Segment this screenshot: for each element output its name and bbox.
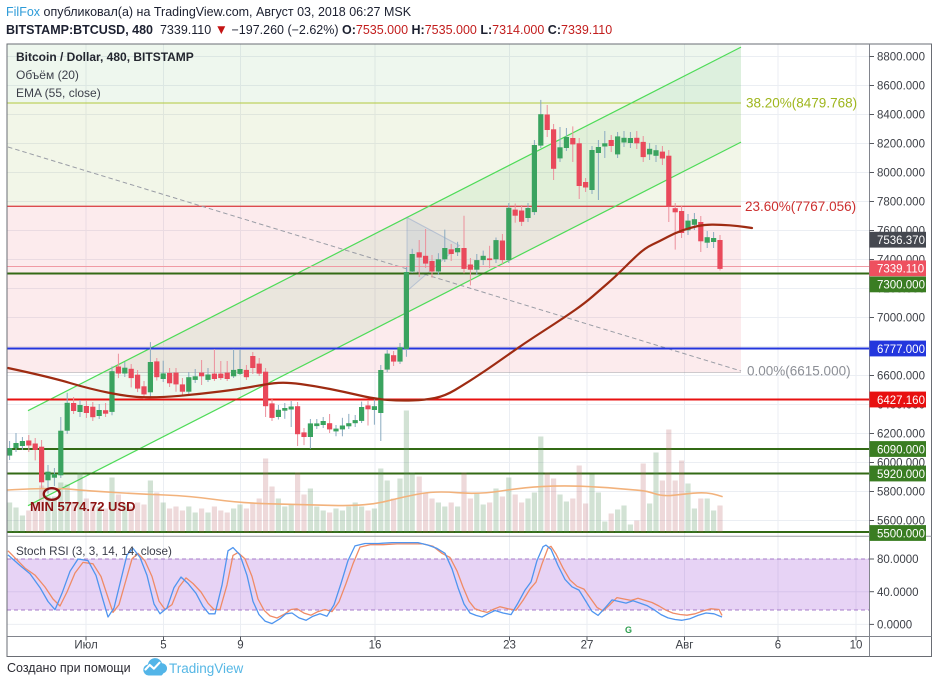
svg-text:MIN 5774.72 USD: MIN 5774.72 USD: [30, 499, 136, 514]
svg-text:Июл: Июл: [74, 640, 97, 652]
svg-text:6777.000: 6777.000: [877, 344, 925, 356]
svg-text:8000.000: 8000.000: [877, 168, 925, 180]
svg-text:7000.000: 7000.000: [877, 313, 925, 325]
svg-text:Stoch RSI (3, 3, 14, 14, close: Stoch RSI (3, 3, 14, 14, close): [16, 545, 172, 558]
svg-text:0.00%(6615.000): 0.00%(6615.000): [747, 364, 851, 379]
svg-text:6200.000: 6200.000: [877, 429, 925, 441]
svg-text:8400.000: 8400.000: [877, 110, 925, 122]
svg-text:8800.000: 8800.000: [877, 52, 925, 64]
svg-text:EMA (55, close): EMA (55, close): [16, 86, 101, 100]
svg-text:38.20%(8479.768): 38.20%(8479.768): [746, 96, 857, 111]
svg-text:G: G: [625, 625, 632, 635]
svg-text:23: 23: [503, 640, 516, 652]
svg-text:Объём (20): Объём (20): [16, 68, 79, 82]
svg-text:5920.000: 5920.000: [877, 469, 925, 481]
svg-text:27: 27: [581, 640, 594, 652]
svg-text:6: 6: [775, 640, 781, 652]
svg-text:5800.000: 5800.000: [877, 487, 925, 499]
svg-text:40.0000: 40.0000: [877, 587, 919, 599]
svg-text:5600.000: 5600.000: [877, 516, 925, 528]
svg-text:5500.000: 5500.000: [877, 528, 925, 540]
svg-text:Авг: Авг: [676, 640, 694, 652]
svg-text:6090.000: 6090.000: [877, 444, 925, 456]
svg-text:7339.110: 7339.110: [877, 264, 924, 276]
svg-text:0.0000: 0.0000: [877, 620, 912, 632]
svg-text:23.60%(7767.056): 23.60%(7767.056): [745, 199, 856, 214]
svg-text:10: 10: [850, 640, 863, 652]
svg-text:7536.370: 7536.370: [877, 235, 925, 247]
svg-text:8200.000: 8200.000: [877, 139, 925, 151]
svg-text:16: 16: [369, 640, 382, 652]
svg-text:80.0000: 80.0000: [877, 554, 919, 566]
svg-text:6427.160: 6427.160: [877, 395, 925, 407]
svg-text:8600.000: 8600.000: [877, 81, 925, 93]
svg-text:7300.000: 7300.000: [877, 280, 925, 292]
svg-text:6600.000: 6600.000: [877, 371, 925, 383]
svg-text:5: 5: [160, 640, 166, 652]
svg-text:9: 9: [237, 640, 243, 652]
svg-text:Bitcoin / Dollar, 480, BITSTAM: Bitcoin / Dollar, 480, BITSTAMP: [16, 50, 194, 64]
svg-text:7800.000: 7800.000: [877, 197, 925, 209]
